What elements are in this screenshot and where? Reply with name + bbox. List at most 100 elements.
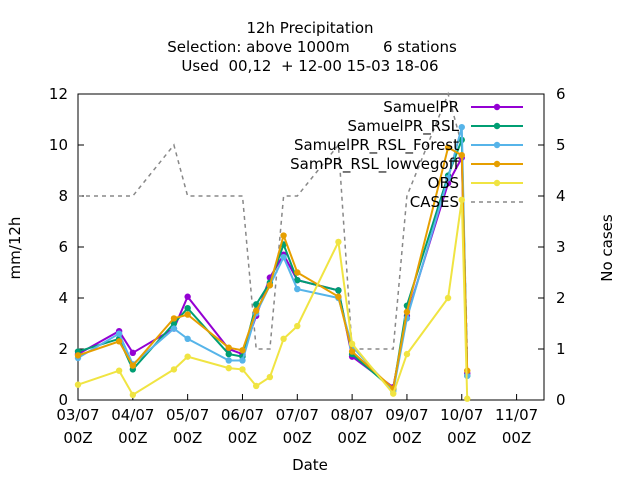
series-point-4 xyxy=(403,350,411,358)
x-tick-label: 00Z xyxy=(392,429,421,447)
axes: 024681012012345603/0700Z04/0700Z05/0700Z… xyxy=(49,85,566,447)
series-point-1 xyxy=(335,287,342,294)
series-point-2 xyxy=(444,174,452,182)
series-point-4 xyxy=(129,391,137,399)
x-tick-label: 00Z xyxy=(502,429,531,447)
series-point-4 xyxy=(348,340,356,348)
series-point-4 xyxy=(464,395,471,402)
y-tick-label: 0 xyxy=(58,391,68,409)
series-point-3 xyxy=(444,144,452,151)
series-point-3 xyxy=(403,308,411,316)
y-tick-label: 8 xyxy=(58,187,68,205)
title-line-2: Selection: above 1000m 6 stations xyxy=(167,38,457,56)
series-point-3 xyxy=(129,362,137,369)
series-point-3 xyxy=(266,282,274,289)
series-point-3 xyxy=(115,338,123,345)
series-point-4 xyxy=(266,373,274,381)
x-tick-label: 00Z xyxy=(283,429,312,447)
series-point-1 xyxy=(184,305,191,312)
series-line-2 xyxy=(77,126,469,394)
series-point-0 xyxy=(129,349,137,357)
series-point-3 xyxy=(252,307,260,314)
y-tick-label: 12 xyxy=(49,85,68,103)
y-tick-label: 2 xyxy=(58,340,68,358)
x-tick-label: 00Z xyxy=(337,429,366,447)
legend-label-1: SamuelPR_RSL xyxy=(348,117,460,136)
x-tick-label: 03/07 xyxy=(56,406,99,424)
series-point-3 xyxy=(280,232,287,239)
series-layer xyxy=(74,91,471,402)
chart-title: 12h Precipitation Selection: above 1000m… xyxy=(167,19,457,75)
series-point-4 xyxy=(335,238,342,246)
y2-axis-label: No cases xyxy=(598,214,616,282)
x-tick-label: 06/07 xyxy=(221,406,264,424)
series-point-4 xyxy=(458,196,465,204)
series-point-4 xyxy=(294,322,301,330)
title-line-1: 12h Precipitation xyxy=(246,19,373,37)
x-tick-label: 00Z xyxy=(118,429,147,447)
legend: SamuelPRSamuelPR_RSLSamuelPR_RSL_ForestS… xyxy=(290,98,523,211)
legend-marker-2 xyxy=(493,141,501,149)
y2-tick-label: 0 xyxy=(556,391,566,409)
series-point-3 xyxy=(170,315,178,322)
y2-tick-label: 5 xyxy=(556,136,566,154)
series-point-1 xyxy=(170,320,178,327)
y-tick-label: 4 xyxy=(58,289,68,307)
y2-tick-label: 3 xyxy=(556,238,566,256)
x-tick-label: 05/07 xyxy=(166,406,209,424)
series-point-3 xyxy=(74,352,82,359)
legend-label-2: SamuelPR_RSL_Forest xyxy=(294,136,459,155)
series-point-3 xyxy=(458,152,465,159)
x-tick-label: 00Z xyxy=(173,429,202,447)
series-point-4 xyxy=(444,294,452,302)
series-line-5 xyxy=(78,91,468,350)
legend-label-0: SamuelPR xyxy=(383,98,459,116)
series-point-2 xyxy=(225,357,232,364)
legend-marker-1 xyxy=(493,122,501,130)
series-point-0 xyxy=(184,293,191,300)
legend-label-3: SamPR_RSL_lowvegoff xyxy=(290,155,460,174)
y-axis-label: mm/12h xyxy=(6,217,24,280)
series-point-2 xyxy=(294,285,301,293)
y-tick-label: 6 xyxy=(58,238,68,256)
series-point-4 xyxy=(239,366,246,373)
series-point-4 xyxy=(184,353,191,360)
y2-tick-label: 4 xyxy=(556,187,566,205)
series-point-4 xyxy=(115,367,123,374)
legend-label-5: CASES xyxy=(410,193,459,211)
series-point-2 xyxy=(170,325,178,332)
series-point-2 xyxy=(184,335,191,342)
legend-marker-0 xyxy=(493,103,501,111)
x-axis-label: Date xyxy=(292,456,328,474)
series-point-3 xyxy=(335,293,342,300)
series-point-2 xyxy=(239,357,246,364)
series-point-3 xyxy=(294,269,301,276)
series-point-4 xyxy=(170,366,178,373)
legend-marker-3 xyxy=(493,160,501,168)
series-line-3 xyxy=(77,145,469,391)
series-point-2 xyxy=(280,254,287,261)
x-tick-label: 00Z xyxy=(228,429,257,447)
series-point-3 xyxy=(184,311,191,318)
y2-tick-label: 6 xyxy=(556,85,566,103)
series-point-3 xyxy=(239,347,246,354)
x-tick-label: 10/07 xyxy=(440,406,483,424)
series-point-4 xyxy=(225,364,232,372)
series-point-2 xyxy=(458,123,465,131)
y2-tick-label: 1 xyxy=(556,340,566,358)
y2-tick-label: 2 xyxy=(556,289,566,307)
x-tick-label: 00Z xyxy=(63,429,92,447)
x-tick-label: 09/07 xyxy=(385,406,428,424)
series-point-4 xyxy=(74,381,82,388)
y-tick-label: 10 xyxy=(49,136,68,154)
series-point-1 xyxy=(294,276,301,284)
series-point-1 xyxy=(225,350,232,358)
series-point-4 xyxy=(390,390,397,397)
legend-label-4: OBS xyxy=(428,174,459,192)
x-tick-label: 04/07 xyxy=(111,406,154,424)
series-point-4 xyxy=(252,382,260,390)
series-point-3 xyxy=(225,344,232,351)
series-point-3 xyxy=(348,348,356,355)
series-point-4 xyxy=(280,335,287,342)
